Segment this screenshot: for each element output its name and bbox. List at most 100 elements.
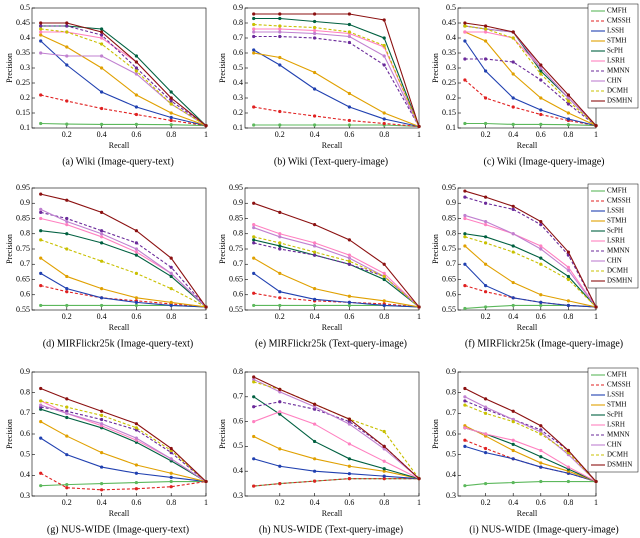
legend-label: DSMHN	[607, 461, 632, 469]
plot-frame	[244, 371, 420, 497]
data-point	[313, 457, 317, 461]
data-point	[100, 259, 104, 263]
series-line	[40, 94, 207, 127]
y-tick-label: 0.65	[16, 274, 30, 283]
series-line	[253, 23, 420, 127]
data-point	[382, 277, 386, 282]
x-tick-label: 0.4	[310, 130, 320, 139]
data-point	[39, 303, 43, 308]
data-point	[100, 287, 104, 291]
data-point	[347, 472, 351, 476]
data-point	[382, 111, 386, 115]
y-tick-label: 0.8	[20, 229, 30, 238]
data-point	[278, 16, 282, 21]
x-tick-label: 0.2	[481, 130, 491, 139]
y-tick-label: 0.75	[442, 244, 456, 253]
x-tick-label: 0.2	[275, 498, 285, 507]
data-point	[134, 54, 138, 58]
data-point	[39, 284, 43, 288]
x-tick-label: 0.8	[379, 498, 389, 507]
data-point	[39, 39, 43, 43]
data-point	[313, 303, 317, 308]
data-point	[169, 99, 173, 103]
legend-label: LSSH	[607, 27, 624, 35]
data-point	[347, 34, 351, 39]
legend-label: STMH	[607, 217, 626, 225]
data-point	[463, 444, 467, 448]
data-point	[65, 99, 69, 103]
series-line	[253, 35, 420, 127]
data-point	[39, 436, 43, 440]
data-point	[539, 455, 543, 459]
y-axis-label: Precision	[5, 53, 14, 83]
y-tick-label: 0.8	[20, 387, 30, 396]
data-point	[539, 108, 543, 112]
data-point	[594, 479, 598, 484]
series-line	[464, 190, 597, 308]
data-point	[278, 34, 282, 39]
data-point	[169, 265, 173, 269]
data-point	[134, 72, 138, 76]
data-point	[100, 122, 104, 126]
data-point	[313, 123, 317, 127]
data-point	[566, 99, 571, 103]
y-tick-label: 0.25	[16, 78, 30, 87]
data-point	[347, 238, 351, 242]
data-point	[313, 407, 317, 411]
data-point	[382, 477, 386, 481]
y-tick-label: 0.45	[442, 18, 456, 27]
data-point	[100, 482, 104, 486]
y-tick-label: 0.9	[20, 367, 30, 376]
data-point	[252, 484, 256, 488]
y-tick-label: 0.4	[233, 466, 243, 475]
legend-label: LSRH	[607, 421, 625, 429]
data-point	[252, 12, 256, 16]
data-point	[484, 446, 488, 451]
data-point	[347, 457, 351, 461]
data-point	[278, 247, 282, 251]
data-point	[539, 300, 543, 304]
y-tick-label: 0.3	[20, 491, 30, 500]
data-point	[539, 465, 543, 469]
data-point	[511, 105, 515, 109]
data-point	[278, 303, 282, 308]
data-point	[313, 25, 317, 30]
y-tick-label: 0.8	[446, 229, 456, 238]
data-point	[100, 422, 104, 426]
data-point	[252, 201, 256, 205]
data-point	[463, 232, 467, 236]
legend-label: CHN	[607, 441, 622, 449]
data-point	[278, 447, 282, 451]
x-tick-label: 0.8	[379, 312, 389, 321]
data-point	[382, 429, 386, 434]
x-axis-label: Recall	[109, 509, 130, 518]
y-tick-label: 0.7	[233, 392, 243, 401]
series-line	[464, 25, 597, 127]
data-point	[313, 469, 317, 473]
data-point	[39, 256, 43, 260]
series-line	[40, 239, 207, 308]
data-point	[278, 482, 282, 486]
data-point	[100, 36, 104, 40]
x-axis-label: Recall	[517, 323, 538, 332]
data-point	[313, 405, 317, 409]
data-point	[463, 216, 467, 221]
caption: (c) Wiki (Image-query-image)	[483, 156, 604, 167]
x-tick-label: 1	[594, 312, 598, 321]
data-point	[100, 303, 104, 308]
legend-label: MMNN	[607, 247, 630, 255]
data-point	[347, 12, 351, 16]
legend-label: DCMH	[607, 451, 628, 459]
data-point	[566, 268, 571, 272]
series-line	[253, 272, 420, 308]
data-point	[313, 114, 317, 118]
series-line	[253, 411, 420, 480]
series-line	[464, 245, 597, 308]
data-point	[347, 417, 351, 421]
data-point	[463, 24, 467, 28]
data-point	[134, 250, 138, 254]
series-line	[253, 292, 420, 308]
data-point	[511, 207, 515, 211]
y-axis-label: Precision	[5, 234, 14, 264]
data-point	[463, 121, 467, 126]
